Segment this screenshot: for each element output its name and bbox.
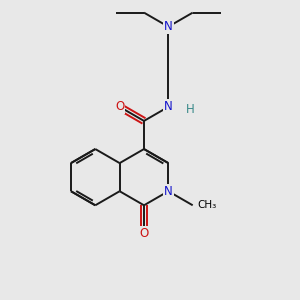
Text: H: H [186,103,195,116]
Text: N: N [164,185,173,198]
Text: O: O [115,100,124,113]
Text: N: N [164,20,173,33]
Text: CH₃: CH₃ [197,200,217,210]
Text: O: O [140,227,148,240]
Text: N: N [164,100,173,113]
